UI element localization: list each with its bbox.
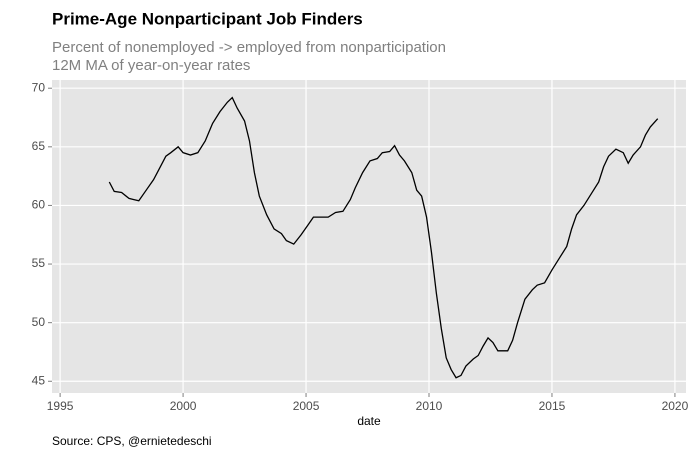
x-tick-label: 2010: [416, 399, 443, 413]
chart-subtitle: Percent of nonemployed -> employed from …: [52, 39, 446, 56]
x-tick-label: 2015: [539, 399, 566, 413]
x-tick-label: 1995: [47, 399, 74, 413]
chart-title: Prime-Age Nonparticipant Job Finders: [52, 9, 363, 28]
y-tick-label: 65: [32, 139, 46, 153]
chart-subtitle: 12M MA of year-on-year rates: [52, 57, 250, 74]
y-tick-label: 50: [32, 315, 46, 329]
source-note: Source: CPS, @ernietedeschi: [52, 434, 212, 448]
y-tick-label: 70: [32, 80, 46, 94]
x-tick-label: 2005: [293, 399, 320, 413]
y-tick-label: 55: [32, 256, 46, 270]
x-tick-label: 2020: [662, 399, 689, 413]
plot-panel: [52, 80, 686, 393]
x-tick-label: 2000: [170, 399, 197, 413]
y-tick-label: 60: [32, 198, 46, 212]
x-axis-label: date: [357, 414, 381, 428]
y-tick-label: 45: [32, 373, 46, 387]
data-line: [108, 96, 659, 379]
